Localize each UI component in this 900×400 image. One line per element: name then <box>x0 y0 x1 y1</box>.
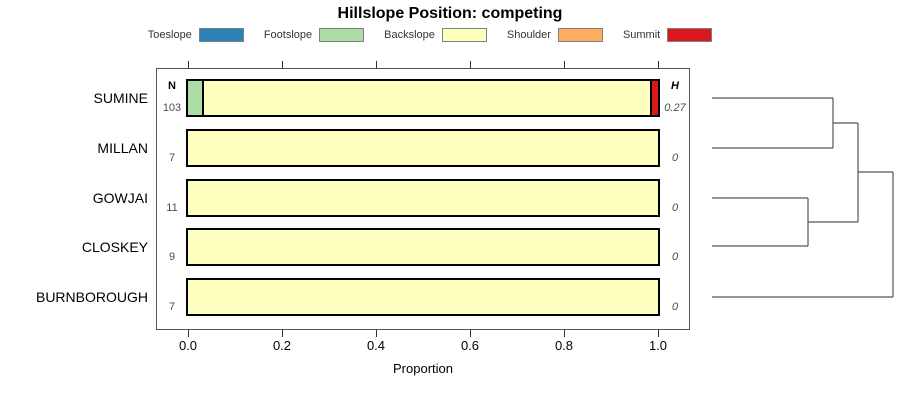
legend-label: Footslope <box>263 28 313 41</box>
axis-tick-top <box>376 61 377 68</box>
legend-swatch-backslope <box>441 27 487 42</box>
legend-label: Summit <box>622 28 661 41</box>
h-value: 0 <box>671 251 679 263</box>
axis-tick-top <box>470 61 471 68</box>
legend-label: Backslope <box>384 28 435 41</box>
row-label-gowjai: GOWJAI <box>92 190 148 206</box>
h-value: 0 <box>671 202 679 214</box>
n-value: 11 <box>166 202 178 214</box>
legend-label: Shoulder <box>506 28 551 41</box>
axis-tick-top <box>188 61 189 68</box>
legend-entry-shoulder: Shoulder <box>506 27 603 42</box>
legend-swatch-toeslope <box>198 27 244 42</box>
n-column-header: N <box>168 80 176 92</box>
legend-entry-backslope: Backslope <box>384 27 487 42</box>
n-value: 7 <box>168 301 176 313</box>
axis-tick-top <box>564 61 565 68</box>
axis-tick-label: 0.8 <box>554 338 574 353</box>
axis-tick-bottom <box>376 330 377 337</box>
axis-tick-bottom <box>282 330 283 337</box>
bar-segment-backslope <box>202 81 650 115</box>
bar-segment-backslope <box>188 230 658 264</box>
axis-tick-bottom <box>658 330 659 337</box>
axis-tick-top <box>282 61 283 68</box>
axis-tick-bottom <box>188 330 189 337</box>
bar-segment-summit <box>650 81 658 115</box>
n-value: 9 <box>168 251 176 263</box>
bar-burnborough <box>186 278 660 316</box>
bar-segment-footslope <box>188 81 202 115</box>
legend-entry-toeslope: Toeslope <box>147 27 244 42</box>
axis-tick-label: 0.4 <box>366 338 386 353</box>
bar-sumine <box>186 79 660 117</box>
h-value: 0.27 <box>664 102 686 114</box>
legend-swatch-shoulder <box>557 27 603 42</box>
bar-segment-backslope <box>188 280 658 314</box>
axis-tick-label: 1.0 <box>648 338 668 353</box>
legend-entry-footslope: Footslope <box>263 27 365 42</box>
axis-tick-label: 0.0 <box>178 338 198 353</box>
row-label-closkey: CLOSKEY <box>81 239 148 255</box>
bar-segment-backslope <box>188 181 658 215</box>
h-column-header: H <box>671 80 679 92</box>
axis-tick-bottom <box>564 330 565 337</box>
bar-millan <box>186 129 660 167</box>
legend-entry-summit: Summit <box>622 27 713 42</box>
bar-gowjai <box>186 179 660 217</box>
h-value: 0 <box>671 152 679 164</box>
bar-segment-backslope <box>188 131 658 165</box>
chart-title: Hillslope Position: competing <box>337 5 563 22</box>
h-value: 0 <box>671 301 679 313</box>
legend-swatch-footslope <box>319 27 365 42</box>
row-label-sumine: SUMINE <box>93 90 148 106</box>
legend-label: Toeslope <box>147 28 192 41</box>
axis-tick-label: 0.2 <box>272 338 292 353</box>
x-axis-label: Proportion <box>393 361 453 376</box>
legend: Toeslope Footslope Backslope Shoulder Summit <box>0 26 860 43</box>
axis-tick-top <box>658 61 659 68</box>
axis-tick-bottom <box>470 330 471 337</box>
row-label-burnborough: BURNBOROUGH <box>35 289 148 305</box>
bar-closkey <box>186 228 660 266</box>
axis-tick-label: 0.6 <box>460 338 480 353</box>
n-value: 103 <box>162 102 182 114</box>
n-value: 7 <box>168 152 176 164</box>
legend-swatch-summit <box>667 27 713 42</box>
row-label-millan: MILLAN <box>97 140 148 156</box>
